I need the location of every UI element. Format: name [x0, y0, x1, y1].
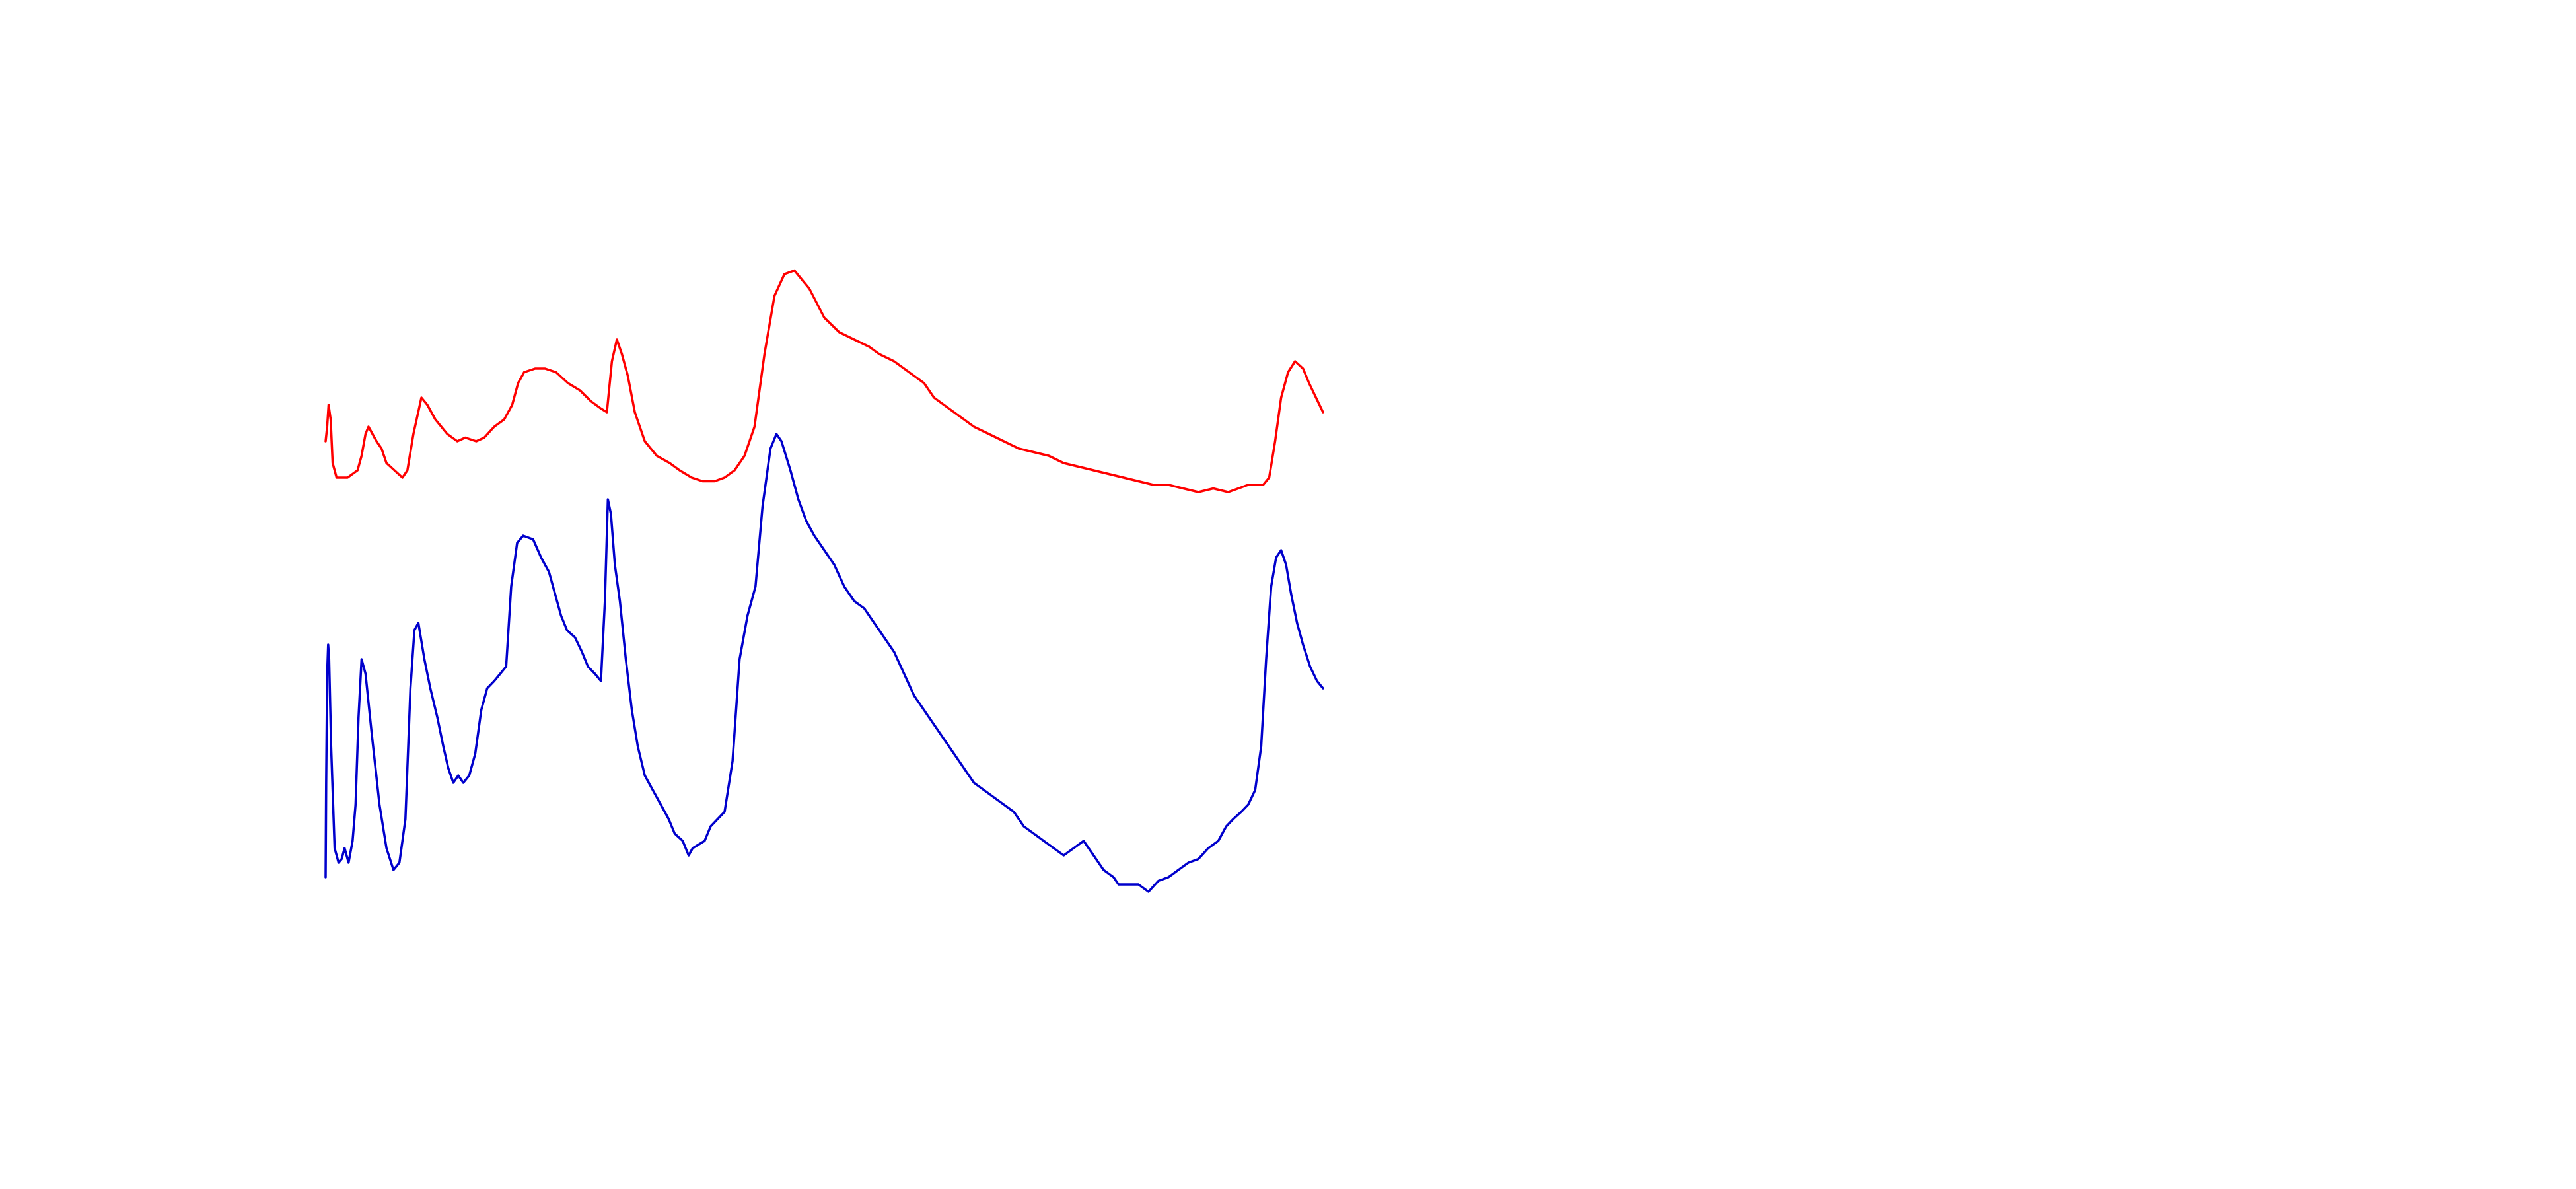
series-line-1 — [324, 269, 1324, 493]
plot-area — [324, 269, 1324, 893]
series-line-2 — [324, 433, 1324, 893]
